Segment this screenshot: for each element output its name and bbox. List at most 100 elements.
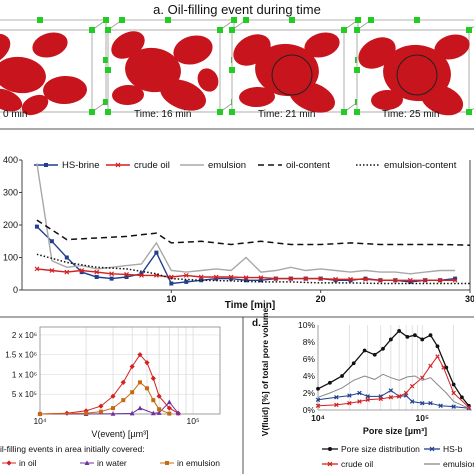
series-crude oil-point: [407, 277, 413, 283]
series-in water-point: [129, 410, 135, 416]
panel-a-frames: [0, 17, 474, 116]
panel-b-xtick-label: 10: [166, 294, 176, 304]
series-in oil-line: [39, 353, 179, 415]
frame-3-marker: [466, 27, 472, 33]
series-Pore size distribution-point: [327, 380, 332, 385]
panel-d-ytick-label: 6%: [303, 354, 316, 364]
frame-1-marker: [165, 17, 171, 23]
legend-d-marker-crude oil: [327, 461, 333, 467]
series-crude oil-point: [357, 399, 362, 404]
panel-d-ylabel: V(fluid) [%] of total pore volume: [260, 308, 270, 437]
series-HS-brine-point: [139, 271, 144, 276]
series-crude oil-point: [315, 403, 321, 408]
series-crude oil-point: [377, 277, 383, 283]
panel-d-ticks: 0% 2% 4% 6% 8% 10% 10⁴ 10⁵: [298, 320, 429, 423]
legend-b-label-oil-content: oil-content: [286, 160, 330, 171]
panel-c-plot-frame: [39, 326, 221, 415]
panel-c-legend-title: il-filling events in area initially cove…: [0, 444, 145, 454]
series-crude oil-point: [451, 390, 456, 396]
series-HS-brine-point: [229, 276, 234, 281]
series-HS-brine-point: [64, 255, 69, 260]
series-HS-brine-point: [199, 278, 204, 283]
series-crude oil-point: [437, 277, 443, 283]
series-Pore size distribution-point: [397, 329, 402, 333]
series-HS-brine-point: [408, 279, 413, 284]
series-in oil-point: [110, 393, 116, 399]
panel-c-xtick-label: 10⁵: [187, 416, 200, 426]
series-crude oil-point: [435, 354, 440, 359]
series-HS-brine-point: [348, 278, 353, 283]
series-Pore size distribution-point: [405, 335, 410, 339]
series-HS-b-point: [315, 397, 321, 403]
panel-b-xlabel: Time [min]: [225, 300, 275, 311]
series-Pore size distribution-point: [340, 374, 344, 378]
series-crude oil-point: [378, 396, 383, 402]
series-in oil-point: [156, 393, 162, 399]
frame-0-oil-blob: [0, 33, 11, 67]
series-emulsion-line: [36, 163, 456, 275]
legend-d-label-HS-b: HS-b: [443, 444, 463, 454]
panel-d-grid: [349, 325, 454, 410]
legend-c-marker-in water: [84, 460, 90, 465]
frame-0-marker: [89, 27, 95, 33]
series-HS-b-point: [334, 395, 339, 400]
panel-d-chart: d. V(fluid) [%] of total pore volume 0% 2…: [252, 308, 474, 469]
panel-b-xtick-label: 20: [316, 294, 326, 304]
series-Pore size distribution-point: [412, 333, 417, 338]
panel-c-series: [37, 352, 181, 417]
panel-d-ytick-label: 10%: [298, 320, 315, 330]
frame-1-oil-blob: [173, 35, 213, 65]
panel-d-ytick-label: 8%: [303, 337, 316, 347]
series-in emulsion-point: [84, 411, 89, 416]
series-crude oil-point: [228, 274, 234, 280]
panel-b-ytick-label: 0: [13, 285, 18, 295]
series-crude oil-point: [347, 400, 352, 406]
series-HS-brine-point: [258, 278, 263, 283]
series-in water-point: [175, 410, 181, 416]
series-crude oil-point: [365, 397, 370, 403]
series-emulsion-content-line: [36, 253, 470, 285]
panel-b-xtick-label: 30: [465, 294, 474, 304]
series-HS-brine-line: [36, 226, 456, 285]
series-in emulsion-point: [38, 412, 42, 416]
series-in water-point: [110, 411, 116, 416]
series-crude oil-point: [198, 274, 204, 280]
frame-2-highlight-circle: [271, 54, 313, 96]
panel-d-xlabel: Pore size [µm³]: [363, 426, 427, 436]
frame-3-oil-blob: [434, 34, 470, 60]
legend-b-label-HS-brine: HS-brine: [62, 160, 100, 171]
frame-3-marker: [368, 17, 374, 23]
series-in oil-point: [98, 403, 104, 409]
panel-c-ticks: 5 x 10⁵ 1 x 10⁶ 1.5 x 10⁶ 2 x 10⁶ 10⁴ 10⁵: [5, 331, 199, 426]
legend-d-label-Pore size distribution: Pore size distribution: [341, 444, 420, 454]
panel-d-label: d.: [252, 318, 261, 329]
panel-c-ytick-label: 1.5 x 10⁶: [5, 351, 37, 360]
series-crude oil-point: [49, 268, 55, 273]
series-HS-b-point: [438, 403, 443, 408]
series-crude oil-point: [79, 268, 85, 273]
series-in oil-point: [150, 375, 156, 382]
frame-2-marker: [229, 27, 235, 33]
series-HS-brine-point: [109, 276, 114, 281]
legend-d-marker-HS-b: [429, 446, 435, 452]
frame-3-marker: [354, 67, 360, 73]
series-crude oil-point: [396, 394, 402, 399]
series-in emulsion-point: [144, 386, 149, 391]
frame-0-marker: [103, 99, 109, 105]
series-crude oil-point: [109, 271, 115, 277]
panel-d-ytick-label: 2%: [303, 388, 316, 398]
series-Pore size distribution-point: [420, 337, 425, 342]
series-in oil-point: [129, 363, 135, 370]
series-crude oil-point: [139, 272, 144, 278]
series-HS-brine-point: [244, 278, 248, 283]
frame-1-marker: [217, 109, 223, 115]
series-HS-b-point: [388, 388, 394, 393]
legend-c-label-in water: in water: [97, 458, 127, 468]
series-crude oil-point: [466, 405, 472, 410]
series-crude oil-point: [64, 269, 70, 275]
series-in water-point: [150, 410, 156, 416]
frame-3-oil-blob: [371, 89, 403, 111]
series-Pore size distribution-point: [316, 386, 320, 391]
legend-c: in oil in water in emulsion: [2, 458, 220, 468]
series-HS-b-point: [428, 400, 433, 406]
